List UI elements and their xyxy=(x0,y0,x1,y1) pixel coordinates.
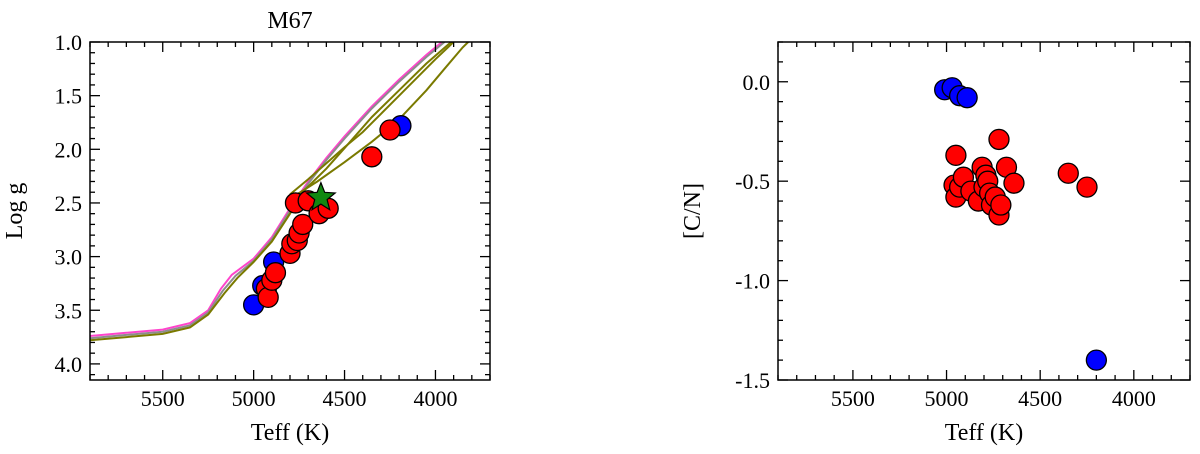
cn-ratio-panel: 5500 5000 4500 4000 0.0 -0.5 -1.0 -1.5 Teff (K)… xyxy=(680,41,1191,446)
x-tick-label: 5000 xyxy=(925,386,969,411)
y-axis-label: Log g xyxy=(2,183,28,240)
y-tick-label: 0.0 xyxy=(743,70,771,95)
x-axis-label: Teff (K) xyxy=(251,420,330,446)
isochrone-line xyxy=(90,42,453,342)
y-tick-label: 1.0 xyxy=(55,30,83,55)
data-points xyxy=(242,115,412,316)
red-data-point xyxy=(264,262,287,284)
x-tick-label: 4000 xyxy=(413,386,457,411)
x-tick-label: 5500 xyxy=(831,386,875,411)
y-tick-label: 3.5 xyxy=(55,298,83,323)
isochrone-line xyxy=(291,42,469,199)
y-axis-label: [C/N] xyxy=(680,183,706,239)
red-data-point xyxy=(990,194,1012,216)
y-tick-label: -1.5 xyxy=(735,368,770,393)
star-marker xyxy=(305,180,337,212)
y-tick-label: 4.0 xyxy=(55,352,83,377)
red-data-point xyxy=(1057,162,1079,184)
data-points xyxy=(934,77,1108,371)
red-data-point xyxy=(945,144,967,166)
chart-title: M67 xyxy=(267,8,312,34)
y-tick-label: 2.0 xyxy=(55,137,83,162)
axis-ticks xyxy=(89,41,491,380)
red-data-point xyxy=(1003,172,1025,194)
isochrone-line xyxy=(289,42,455,196)
red-data-point xyxy=(292,213,314,236)
x-axis-label: Teff (K) xyxy=(945,420,1024,446)
isochrone-line xyxy=(90,42,446,340)
y-tick-label: 2.5 xyxy=(55,191,83,216)
tick-labels: 5500 5000 4500 4000 1.0 1.5 2.0 2.5 3.0 3.5 4.0 xyxy=(55,30,458,411)
isochrone-line xyxy=(90,42,444,337)
isochrone-group xyxy=(90,42,469,342)
x-tick-label: 5500 xyxy=(141,386,185,411)
red-data-point xyxy=(1076,176,1098,198)
blue-data-point xyxy=(956,87,978,109)
x-tick-label: 4000 xyxy=(1112,386,1156,411)
tick-labels: 5500 5000 4500 4000 0.0 -0.5 -1.0 -1.5 xyxy=(735,70,1156,411)
red-data-point xyxy=(379,119,401,141)
y-tick-label: 1.5 xyxy=(55,84,83,109)
red-data-point xyxy=(257,286,279,309)
blue-data-point xyxy=(1085,349,1108,371)
y-tick-label: -0.5 xyxy=(735,169,770,194)
hr-diagram-panel: M67 5500 5000 4500 4000 1.0 1.5 2.0 2.5 3.0 3.5 4.… xyxy=(2,8,491,446)
red-data-point xyxy=(361,146,383,168)
y-tick-label: 3.0 xyxy=(55,245,83,270)
x-tick-label: 4500 xyxy=(1018,386,1062,411)
x-tick-label: 4500 xyxy=(323,386,367,411)
x-tick-label: 5000 xyxy=(232,386,276,411)
axis-ticks xyxy=(777,41,1191,381)
red-data-point xyxy=(988,128,1010,151)
y-tick-label: -1.0 xyxy=(735,269,770,294)
